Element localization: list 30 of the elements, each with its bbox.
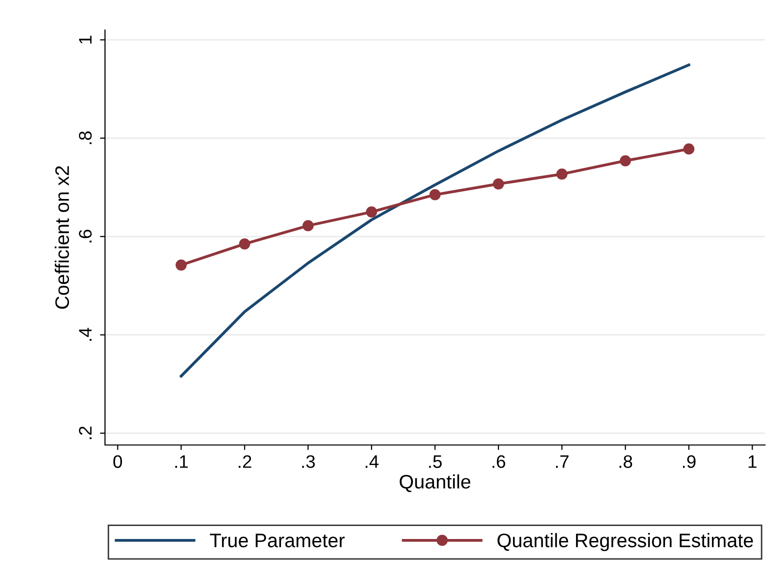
y-tick-label: .8 <box>78 131 92 144</box>
line-series <box>180 64 690 378</box>
point <box>556 168 568 180</box>
point <box>366 206 378 218</box>
x-tick-label: .3 <box>302 455 315 468</box>
legend-label: Quantile Regression Estimate <box>498 533 753 552</box>
point <box>620 155 631 166</box>
x-tick-label: .7 <box>556 455 569 468</box>
point <box>239 238 250 250</box>
x-tick-label: .2 <box>238 455 252 468</box>
legend-label: True Parameter <box>210 534 345 548</box>
point <box>492 178 504 190</box>
x-tick-label: .8 <box>620 455 632 468</box>
point <box>683 143 694 155</box>
y-tick-label: 1 <box>79 36 92 44</box>
x-tick-label: .5 <box>429 455 442 468</box>
y-tick-label: .4 <box>79 328 92 341</box>
point <box>302 220 314 232</box>
y-axis-title: Coefficient on x2 <box>54 166 70 309</box>
x-tick-label: .9 <box>682 455 696 468</box>
x-tick-label: .1 <box>175 455 188 468</box>
x-tick-label: .6 <box>492 455 506 468</box>
point <box>429 189 441 200</box>
x-tick-label: .4 <box>366 455 379 468</box>
y-tick-label: .2 <box>78 426 92 440</box>
y-tick-label: .6 <box>78 230 92 242</box>
x-tick-label: 0 <box>113 455 122 468</box>
x-axis-title: Quantile <box>400 474 470 492</box>
point <box>176 259 187 271</box>
x-tick-label: 1 <box>748 455 756 468</box>
